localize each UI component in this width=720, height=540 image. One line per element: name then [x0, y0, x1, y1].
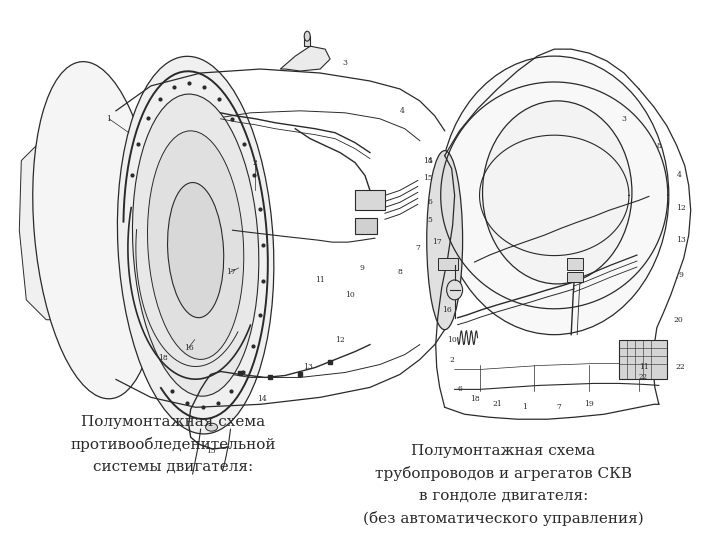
Text: 3: 3 — [621, 115, 626, 123]
Text: 22: 22 — [639, 374, 647, 381]
Text: 2: 2 — [253, 159, 258, 166]
FancyBboxPatch shape — [438, 258, 458, 270]
Ellipse shape — [440, 56, 669, 335]
Text: 5: 5 — [427, 157, 432, 165]
FancyBboxPatch shape — [619, 340, 667, 380]
Ellipse shape — [482, 101, 632, 284]
Polygon shape — [305, 36, 310, 46]
Text: 16: 16 — [184, 343, 194, 352]
Text: 1: 1 — [107, 115, 112, 123]
Text: 6: 6 — [427, 198, 432, 206]
Text: 20: 20 — [674, 316, 684, 324]
Text: 22: 22 — [676, 363, 685, 372]
Ellipse shape — [446, 280, 463, 300]
Ellipse shape — [206, 423, 217, 431]
FancyBboxPatch shape — [567, 258, 583, 270]
Text: 9: 9 — [359, 264, 364, 272]
Text: 9: 9 — [678, 271, 683, 279]
Text: 14: 14 — [423, 157, 433, 165]
Text: 13: 13 — [303, 363, 313, 372]
Text: 5: 5 — [427, 216, 432, 224]
Text: 19: 19 — [584, 400, 594, 408]
Text: 18: 18 — [158, 354, 168, 362]
Text: 3: 3 — [343, 59, 348, 67]
Text: 13: 13 — [676, 236, 685, 244]
Text: 7: 7 — [415, 244, 420, 252]
Text: 7: 7 — [557, 403, 562, 411]
Text: Полумонтажная схема
трубопроводов и агрегатов СКВ
в гондоле двигателя:
(без авто: Полумонтажная схема трубопроводов и агре… — [363, 444, 644, 526]
Text: 18: 18 — [469, 395, 480, 403]
FancyBboxPatch shape — [355, 191, 385, 210]
Text: 6: 6 — [457, 386, 462, 393]
Ellipse shape — [132, 94, 258, 396]
Text: 8: 8 — [397, 268, 402, 276]
Text: 2: 2 — [449, 355, 454, 363]
Text: 15: 15 — [423, 174, 433, 183]
Ellipse shape — [427, 151, 463, 330]
FancyBboxPatch shape — [567, 272, 583, 282]
Text: 16: 16 — [442, 306, 451, 314]
Text: 15: 15 — [206, 447, 215, 455]
Ellipse shape — [168, 183, 224, 318]
Polygon shape — [280, 46, 330, 71]
Text: 11: 11 — [315, 276, 325, 284]
Ellipse shape — [305, 31, 310, 41]
Text: 11: 11 — [639, 363, 649, 372]
Text: 12: 12 — [336, 336, 345, 343]
Ellipse shape — [148, 131, 244, 360]
Text: 17: 17 — [432, 238, 441, 246]
Text: 21: 21 — [492, 400, 503, 408]
Text: 14: 14 — [258, 395, 267, 403]
Ellipse shape — [117, 56, 274, 434]
FancyBboxPatch shape — [355, 218, 377, 234]
Text: 1: 1 — [522, 403, 527, 411]
Text: 4: 4 — [676, 172, 681, 179]
Text: Полумонтажная схема
противообледенительной
системы двигателя:: Полумонтажная схема противообледенительн… — [71, 415, 276, 474]
Text: 17: 17 — [225, 268, 235, 276]
Text: 12: 12 — [676, 204, 685, 212]
Ellipse shape — [32, 62, 159, 399]
Polygon shape — [19, 140, 96, 389]
Text: 8: 8 — [657, 141, 661, 150]
Text: 10: 10 — [447, 336, 456, 343]
Text: 10: 10 — [345, 291, 355, 299]
Text: 4: 4 — [400, 107, 404, 115]
